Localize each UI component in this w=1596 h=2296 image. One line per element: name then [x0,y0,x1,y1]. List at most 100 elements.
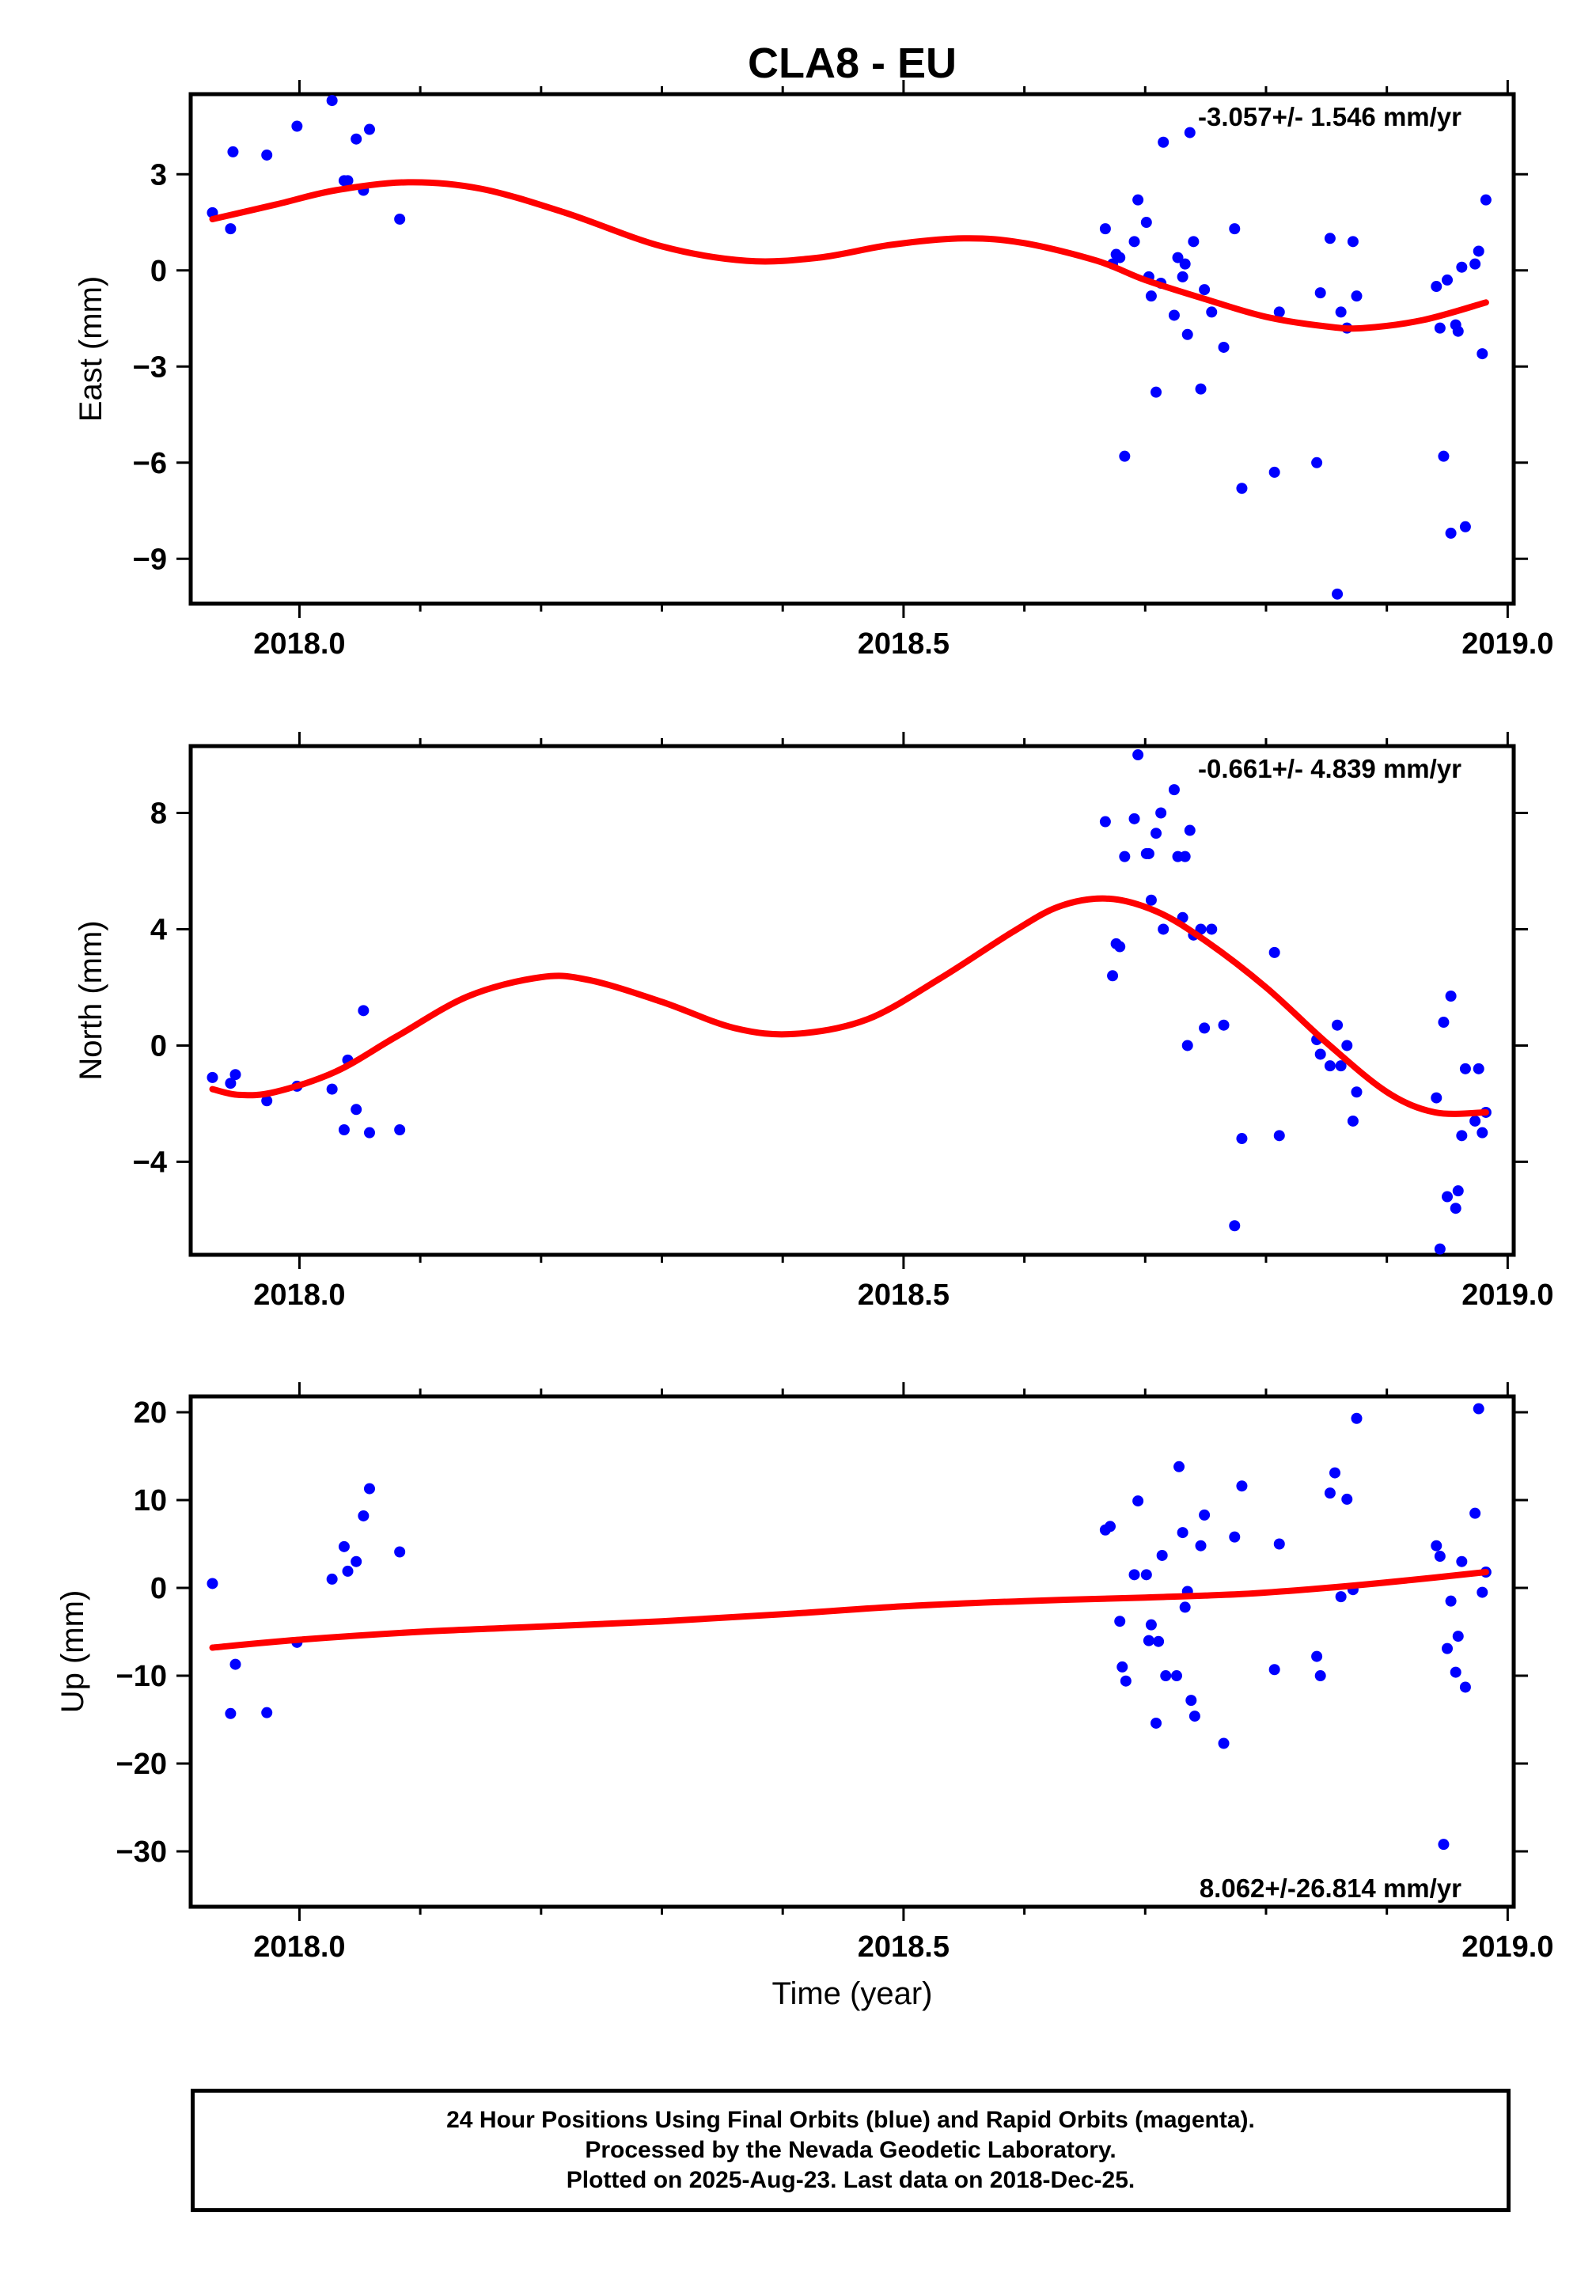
up-data-point [1173,1461,1185,1472]
east-data-point [1229,223,1241,235]
up-data-point [1153,1635,1165,1647]
up-data-point [225,1707,237,1719]
caption-line-2: Processed by the Nevada Geodetic Laborat… [585,2137,1116,2163]
north-x-tick-label: 2018.0 [253,1279,345,1312]
up-y-tick-label: −20 [116,1748,167,1781]
east-data-point [1335,306,1347,318]
up-data-point [207,1578,218,1589]
east-data-point [1218,341,1230,353]
up-data-point [1218,1737,1230,1749]
east-data-point [1477,348,1488,360]
east-data-point [1195,383,1207,395]
north-y-tick-label: 8 [150,798,167,831]
north-data-point [1442,1191,1454,1203]
up-data-point [1105,1521,1116,1533]
north-data-point [1450,1203,1461,1214]
up-data-point [1438,1839,1450,1851]
north-data-point [358,1005,370,1017]
north-data-point [1335,1060,1347,1072]
north-data-point [1268,946,1280,958]
up-data-point [1442,1642,1454,1654]
east-data-point [1273,306,1285,318]
east-data-point [1151,386,1162,398]
up-x-tick-label: 2019.0 [1461,1930,1553,1964]
east-data-point [1168,309,1180,321]
east-frame [188,92,1516,606]
north-data-point [1107,970,1119,982]
east-x-tick-label: 2018.0 [253,627,345,661]
north-y-axis-title: North (mm) [74,920,108,1080]
up-rate-label: 8.062+/-26.814 mm/yr [1200,1874,1461,1903]
north-data-point [261,1095,273,1107]
north-data-point [1158,923,1170,935]
north-data-point [1099,816,1111,828]
east-data-point [1311,457,1323,468]
up-data-point [1434,1551,1446,1563]
up-data-point [1160,1670,1172,1682]
up-data-point [1143,1635,1154,1646]
north-x-tick-label: 2019.0 [1461,1279,1553,1312]
east-data-point [1431,281,1442,293]
east-data-point [1351,290,1363,302]
north-data-point [1452,1185,1464,1197]
up-y-tick-label: 0 [150,1572,167,1605]
east-data-point [225,223,237,235]
north-data-point [326,1083,338,1095]
up-data-point [1195,1540,1207,1552]
east-x-tick-label: 2018.5 [858,627,950,661]
up-data-point [1116,1661,1128,1673]
north-y-tick-label: −4 [133,1146,167,1179]
east-data-point [1480,194,1492,206]
north-data-point [1151,828,1162,839]
east-data-point [1459,521,1471,532]
east-data-point [1314,287,1326,299]
up-y-tick-label: −10 [116,1660,167,1693]
up-y-tick-label: −30 [116,1836,167,1869]
north-data-point [1155,807,1167,819]
north-data-point [1236,1133,1248,1145]
up-data-point [1179,1601,1191,1613]
east-data-point [1184,127,1196,138]
east-data-point [1434,322,1446,334]
north-data-point [1351,1086,1363,1098]
north-data-point [1341,1040,1353,1051]
north-data-point [1119,851,1131,862]
up-data-point [1188,1711,1200,1722]
up-x-tick-label: 2018.0 [253,1930,345,1964]
up-data-point [229,1658,241,1670]
east-data-point [1199,284,1211,296]
up-data-point [338,1540,350,1552]
east-y-tick-label: 3 [150,158,167,191]
north-data-point [1459,1063,1471,1074]
up-data-point [1456,1555,1468,1567]
east-data-point [351,133,362,145]
east-data-point [291,120,303,132]
up-y-tick-label: 10 [134,1484,167,1517]
north-data-point [1229,1220,1241,1232]
up-data-point [358,1510,370,1521]
north-data-point [1332,1019,1344,1031]
north-data-point [1456,1130,1468,1142]
up-data-point [1311,1650,1323,1662]
up-data-point [342,1565,354,1577]
east-data-point [1114,252,1126,263]
north-data-point [1431,1092,1442,1104]
up-data-point [1431,1540,1442,1552]
north-data-point [1324,1060,1336,1072]
up-data-point [1452,1631,1464,1642]
up-data-point [1445,1595,1457,1607]
up-data-point [1351,1412,1363,1424]
up-data-point [1473,1403,1484,1415]
north-rate-label: -0.661+/- 4.839 mm/yr [1198,754,1461,783]
up-data-point [261,1707,273,1718]
north-data-point [1114,941,1126,953]
north-data-point [1434,1243,1446,1255]
up-data-point [1477,1586,1488,1598]
north-frame [188,744,1516,1257]
north-data-point [1145,894,1157,906]
north-data-point [1314,1048,1326,1060]
east-data-point [1438,450,1450,462]
x-axis-title: Time (year) [772,1976,933,2011]
up-data-point [351,1555,362,1567]
east-data-point [394,213,406,225]
